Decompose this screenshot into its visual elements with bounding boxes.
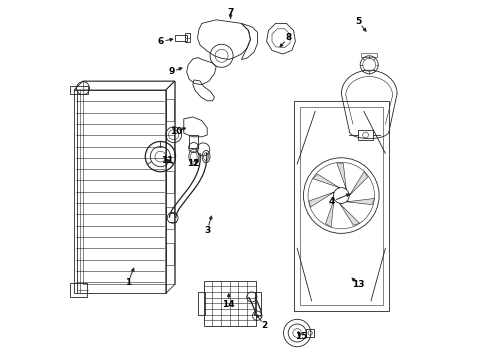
Bar bbox=[306, 329, 314, 337]
Text: 2: 2 bbox=[262, 321, 268, 330]
Polygon shape bbox=[325, 199, 334, 227]
Text: 9: 9 bbox=[168, 68, 174, 77]
Polygon shape bbox=[313, 174, 340, 188]
Text: 14: 14 bbox=[222, 300, 235, 309]
Polygon shape bbox=[340, 203, 360, 225]
Bar bbox=[166, 171, 174, 193]
Text: 6: 6 bbox=[157, 37, 164, 46]
Bar bbox=[361, 53, 377, 57]
Bar bbox=[198, 292, 205, 315]
Bar bbox=[166, 207, 174, 229]
Text: 13: 13 bbox=[352, 280, 365, 289]
Bar bbox=[185, 33, 190, 42]
Text: 15: 15 bbox=[294, 332, 307, 341]
Text: 7: 7 bbox=[227, 8, 234, 17]
Text: 5: 5 bbox=[355, 17, 362, 26]
Text: 10: 10 bbox=[171, 127, 183, 136]
Text: 4: 4 bbox=[328, 197, 335, 206]
Bar bbox=[166, 99, 174, 121]
Polygon shape bbox=[337, 163, 346, 189]
Text: 12: 12 bbox=[187, 159, 199, 168]
Text: 1: 1 bbox=[125, 278, 131, 287]
Polygon shape bbox=[310, 192, 334, 207]
Text: 11: 11 bbox=[161, 156, 174, 165]
Polygon shape bbox=[349, 171, 368, 195]
Bar bbox=[204, 281, 256, 326]
Polygon shape bbox=[346, 198, 374, 204]
Text: 3: 3 bbox=[204, 226, 210, 235]
Bar bbox=[166, 243, 174, 265]
Bar bbox=[175, 35, 187, 41]
Bar bbox=[255, 292, 261, 315]
Text: 8: 8 bbox=[285, 33, 292, 42]
Bar bbox=[166, 135, 174, 157]
